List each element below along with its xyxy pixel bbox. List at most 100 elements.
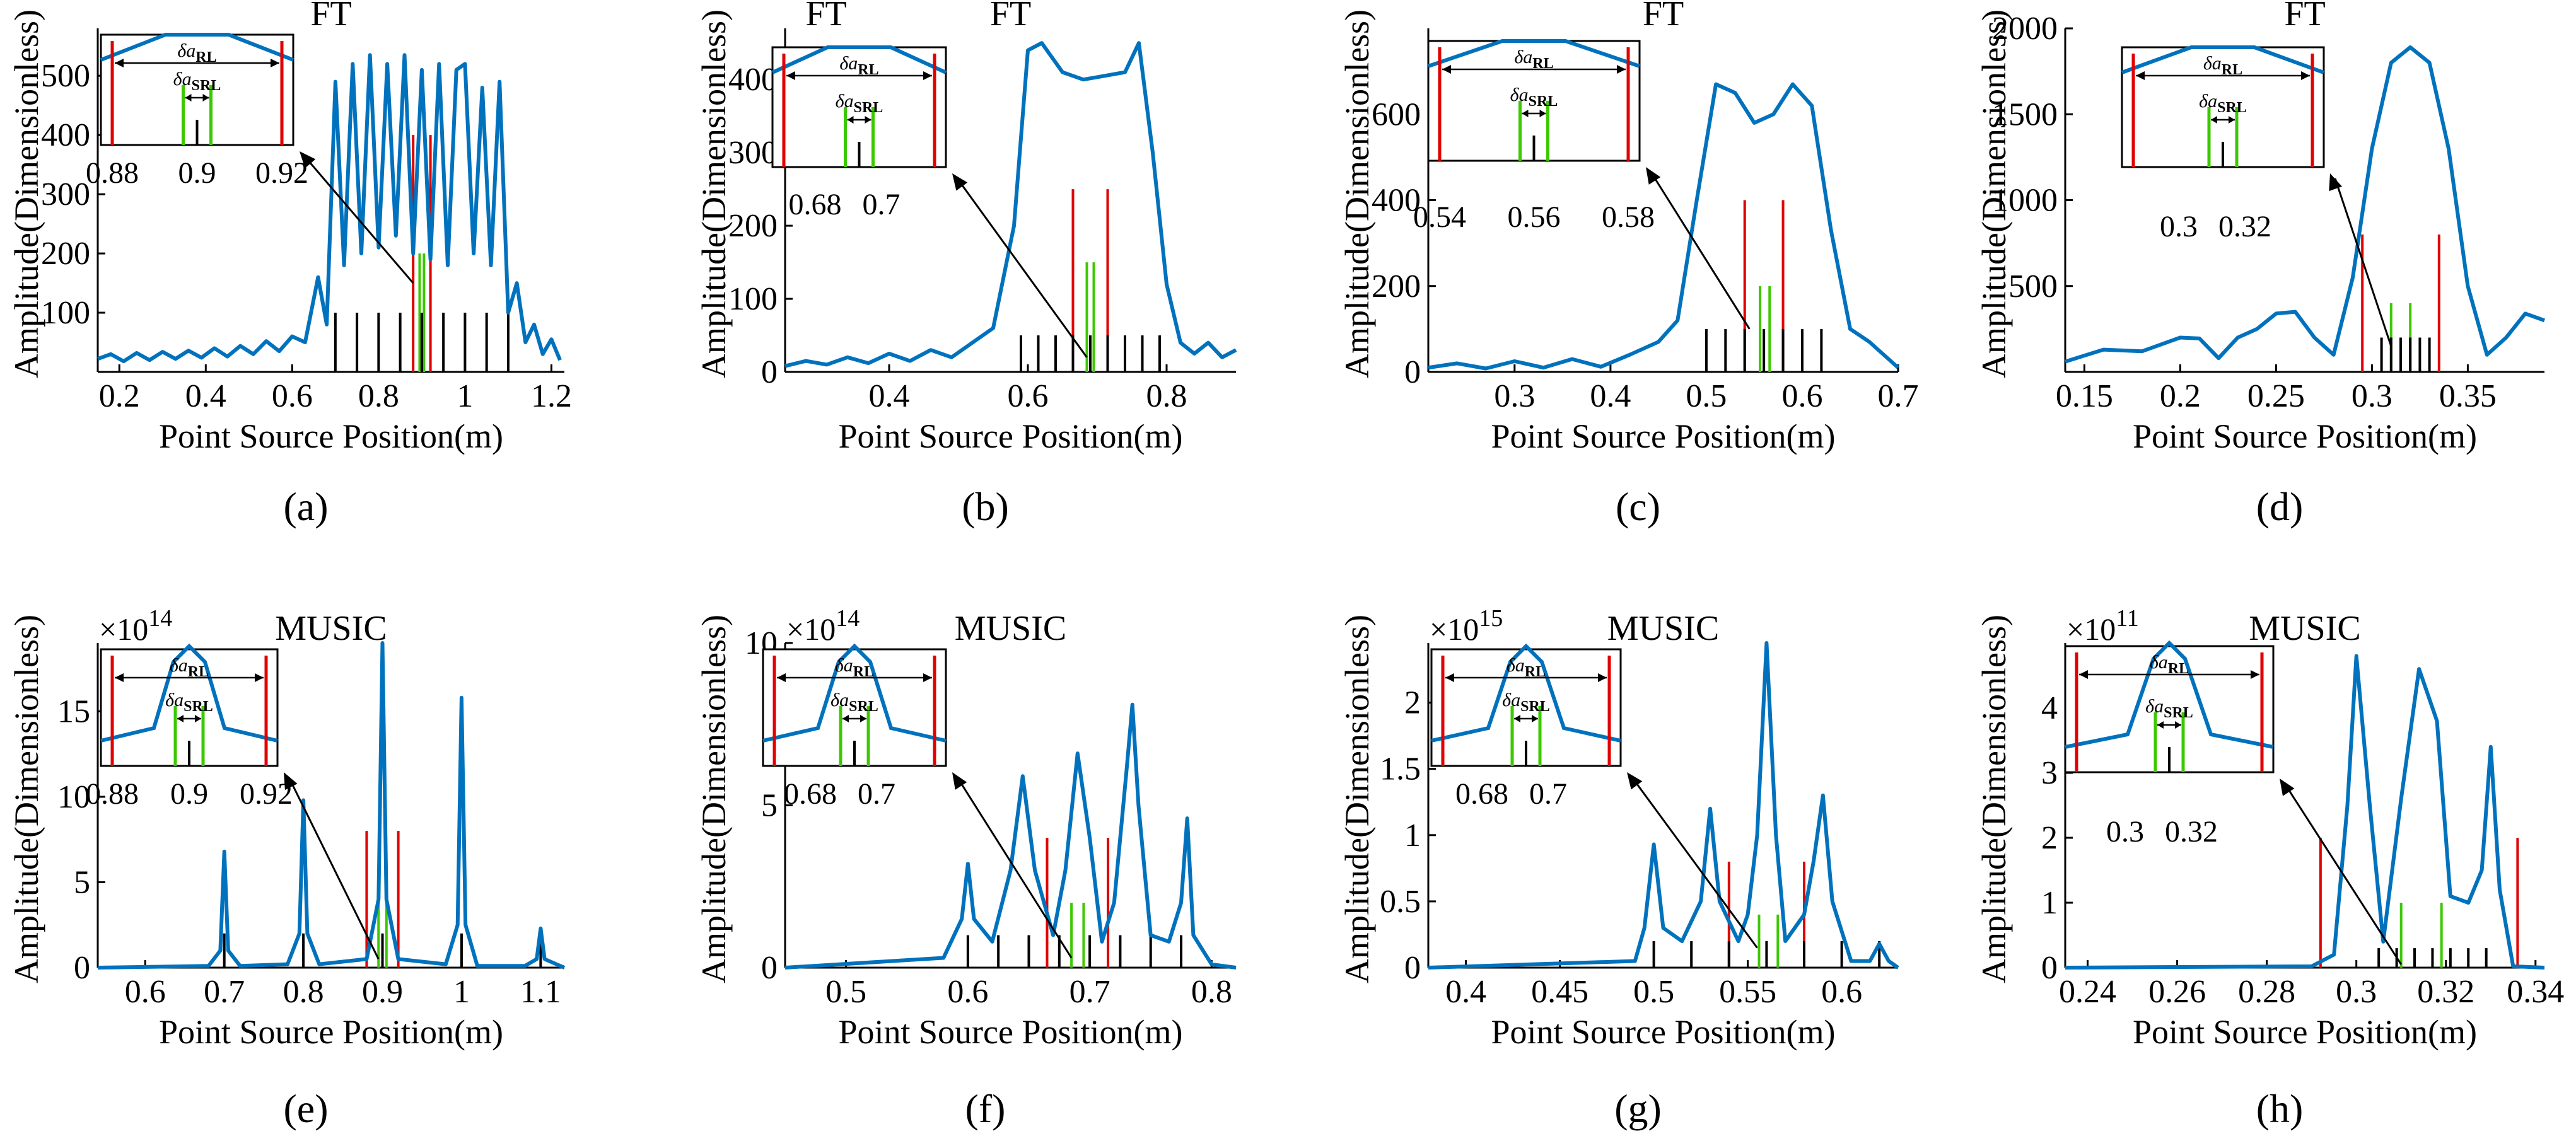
x-tick-label: 0.35: [2439, 378, 2497, 414]
inset-tick-label: 0.7: [858, 777, 895, 811]
subfigure-label: (a): [283, 484, 328, 529]
y-exponent: ×1011: [2066, 605, 2139, 647]
subfigure-label: (d): [2256, 484, 2304, 529]
rl-subscript: RL: [2222, 62, 2242, 78]
inset-curve: [762, 643, 947, 743]
x-tick-label: 1.2: [531, 378, 572, 414]
srl-arrowheads: [185, 94, 209, 101]
series-line: [1428, 82, 1900, 371]
series-line: [2065, 654, 2545, 970]
x-tick-label: 0.7: [1069, 974, 1110, 1010]
srl-arrowheads: [847, 116, 871, 124]
x-tick-label: 0.8: [1146, 378, 1187, 414]
panel-h: 0.24 0.26 0.28 0.3 0.32 0.34 0 1 2 3 4 Point Source…: [1975, 605, 2564, 1131]
y-tick-label: 300: [41, 177, 90, 212]
y-tick-label: 1.5: [1380, 751, 1421, 787]
srl-subscript: SRL: [184, 698, 213, 715]
inset-curve: [2065, 640, 2274, 749]
inset-curve: [1428, 39, 1640, 68]
inset-curve: [2121, 45, 2325, 74]
zoom-arrowhead: [1627, 772, 1643, 790]
srl-arrowheads: [2211, 116, 2235, 124]
zoom-arrow: [303, 156, 414, 284]
inset-tick-label: 0.54: [1413, 200, 1466, 234]
panel-d: 0.15 0.2 0.25 0.3 0.35 500 1000 1500 2000 Point S…: [1975, 0, 2546, 529]
zoom-arrow: [288, 777, 380, 960]
srl-subscript: SRL: [1520, 698, 1550, 715]
x-tick-label: 0.8: [283, 974, 324, 1010]
y-tick-label: 1000: [1992, 183, 2058, 219]
y-axis-title: Amplitude(Dimensionless): [1975, 615, 2013, 983]
y-exponent-power: 14: [836, 605, 860, 632]
y-tick-label: 100: [728, 281, 778, 317]
inset-tick-label: 0.88: [86, 156, 139, 190]
inset-tick-label: 0.92: [240, 777, 293, 811]
rl-subscript: RL: [1525, 664, 1546, 680]
zoom-arrowhead: [2280, 779, 2295, 796]
subfigure-label: (b): [962, 484, 1009, 529]
y-tick-label: 100: [41, 295, 90, 331]
x-tick-label: 0.7: [204, 974, 245, 1010]
zoom-arrow: [2334, 178, 2392, 347]
inset-tick-label: 0.9: [178, 156, 216, 190]
subfigure-label: (f): [965, 1086, 1006, 1131]
series-line: [96, 53, 562, 364]
y-tick-label: 400: [728, 62, 778, 98]
x-tick-label: 0.8: [1191, 974, 1232, 1010]
srl-subscript: SRL: [2164, 705, 2193, 721]
y-tick-label: 200: [1372, 269, 1421, 304]
inset-curve: [100, 643, 278, 743]
y-exponent-power: 11: [2116, 605, 2139, 632]
inset-curve: [1431, 643, 1621, 743]
inset-curve: [100, 33, 294, 62]
x-tick-label: 0.25: [2247, 378, 2305, 414]
zoom-arrow: [956, 777, 1073, 959]
panel-title: FT: [1643, 0, 1684, 33]
zoom-arrowhead: [284, 772, 298, 791]
rl-subscript: RL: [1532, 55, 1553, 72]
y-exponent-power: 15: [1479, 605, 1503, 632]
x-tick-label: 1.1: [520, 974, 561, 1010]
panel-b: 0.4 0.6 0.8 0 100 200 300 400 Point Source Posit…: [695, 0, 1237, 529]
rl-label: δaRL: [2203, 53, 2242, 78]
inset-title: FT: [805, 0, 846, 33]
y-tick-label: 2: [1404, 685, 1421, 721]
panel-title: FT: [990, 0, 1031, 33]
x-tick-label: 0.6: [947, 974, 988, 1010]
y-exponent: ×1014: [99, 605, 172, 647]
zoom-arrowhead: [300, 151, 316, 168]
inset-tick-label: 0.32: [2218, 210, 2271, 243]
series-line: [2065, 45, 2546, 364]
srl-subscript: SRL: [192, 78, 221, 94]
x-tick-label: 0.55: [1719, 974, 1776, 1010]
x-tick-label: 0.4: [1590, 378, 1631, 414]
y-tick-label: 500: [41, 58, 90, 94]
y-tick-label: 1: [2041, 885, 2058, 921]
y-tick-label: 0: [2041, 950, 2058, 986]
y-tick-label: 500: [2008, 269, 2058, 304]
x-tick-label: 0.9: [362, 974, 403, 1010]
y-tick-label: 1500: [1992, 96, 2058, 132]
srl-arrowheads: [1514, 715, 1538, 722]
x-axis-title: Point Source Position(m): [838, 1013, 1182, 1051]
y-tick-label: 2000: [1992, 11, 2058, 47]
inset-tick-label: 0.92: [255, 156, 308, 190]
y-tick-label: 200: [728, 208, 778, 244]
panel-title: FT: [2284, 0, 2325, 33]
x-axis-title: Point Source Position(m): [159, 417, 503, 455]
panel-title: MUSIC: [955, 609, 1066, 648]
zoom-arrowhead: [952, 772, 967, 790]
x-axis-title: Point Source Position(m): [2133, 1013, 2477, 1051]
y-tick-label: 0: [761, 950, 778, 986]
y-tick-label: 15: [57, 693, 90, 729]
series-line: [784, 702, 1237, 970]
rl-subscript: RL: [853, 664, 874, 680]
y-axis-title: Amplitude(Dimensionless): [1338, 615, 1376, 983]
y-tick-label: 10: [57, 779, 90, 815]
y-tick-label: 600: [1372, 96, 1421, 132]
x-tick-label: 1: [457, 378, 473, 414]
x-tick-label: 0.34: [2507, 974, 2564, 1010]
panel-e: 0.6 0.7 0.8 0.9 1 1.1 0 5 10 15 Point Source Posit…: [8, 605, 566, 1131]
y-exponent: ×1014: [786, 605, 860, 647]
